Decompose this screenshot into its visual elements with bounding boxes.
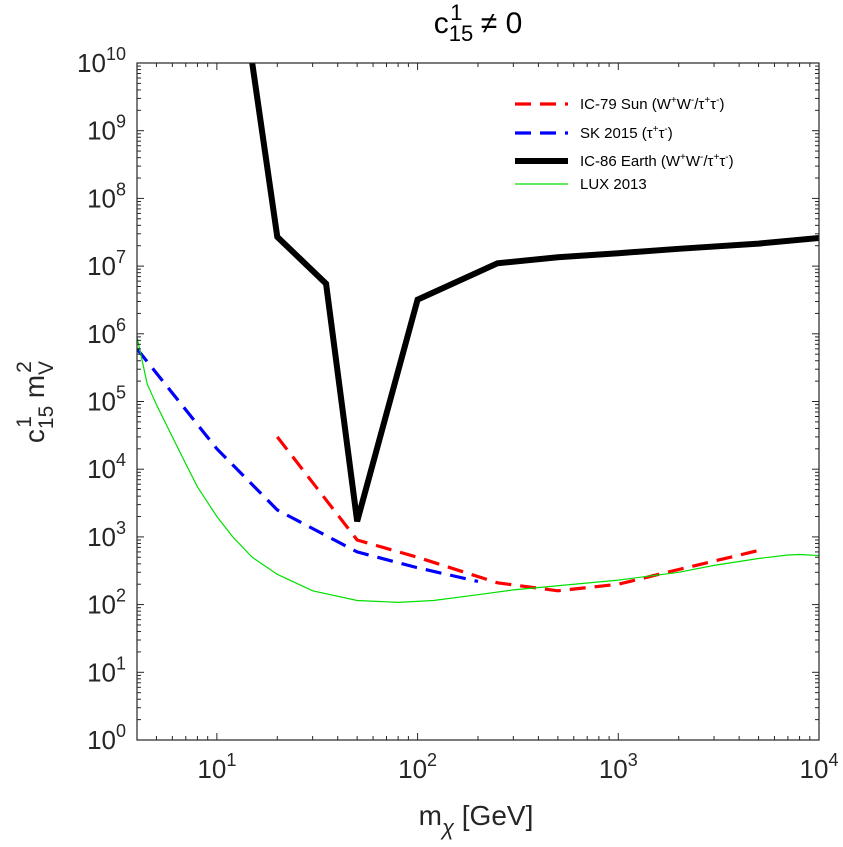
x-axis-label: mχ [GeV] [419,800,534,840]
tick-marks [136,62,819,741]
x-tick-label: 103 [599,750,638,784]
y-tick-label: 103 [87,518,126,552]
legend-label-ic86: IC-86 Earth (W+W-/τ+τ-) [580,152,734,170]
x-tick-label: 104 [800,750,839,784]
series-line-ic79 [276,435,759,593]
y-tick-label: 105 [87,383,126,417]
y-tick-label: 106 [87,315,126,349]
series-line-ic86 [249,63,819,523]
series-line-lux [137,336,819,603]
legend-label-ic79: IC-79 Sun (W+W-/τ+τ-) [580,95,724,113]
y-tick-label: 102 [87,586,126,620]
y-tick-label: 104 [87,450,126,484]
y-tick-label: 109 [87,112,126,146]
legend: IC-79 Sun (W+W-/τ+τ-) SK 2015 (τ+τ-) IC-86… [515,95,734,193]
x-tick-label: 101 [197,750,236,784]
y-tick-label: 1010 [77,44,126,78]
x-tick-label: 102 [398,750,437,784]
y-tick-label: 108 [87,179,126,213]
legend-label-lux: LUX 2013 [580,176,647,193]
y-tick-labels: 100 101 102 103 104 105 106 107 108 109 1010 [77,44,126,755]
plot-area [137,63,819,740]
y-tick-label: 100 [87,721,126,755]
series-line-sk2015 [137,347,479,583]
chart-title: c151 ≠ 0 [434,0,523,46]
y-tick-label: 101 [87,653,126,687]
y-tick-label: 107 [87,247,126,281]
legend-label-sk2015: SK 2015 (τ+τ-) [580,124,673,142]
x-tick-labels: 101 102 103 104 [197,750,838,784]
y-axis-label: c151 mV2 [13,361,58,443]
series-layer [137,63,819,603]
